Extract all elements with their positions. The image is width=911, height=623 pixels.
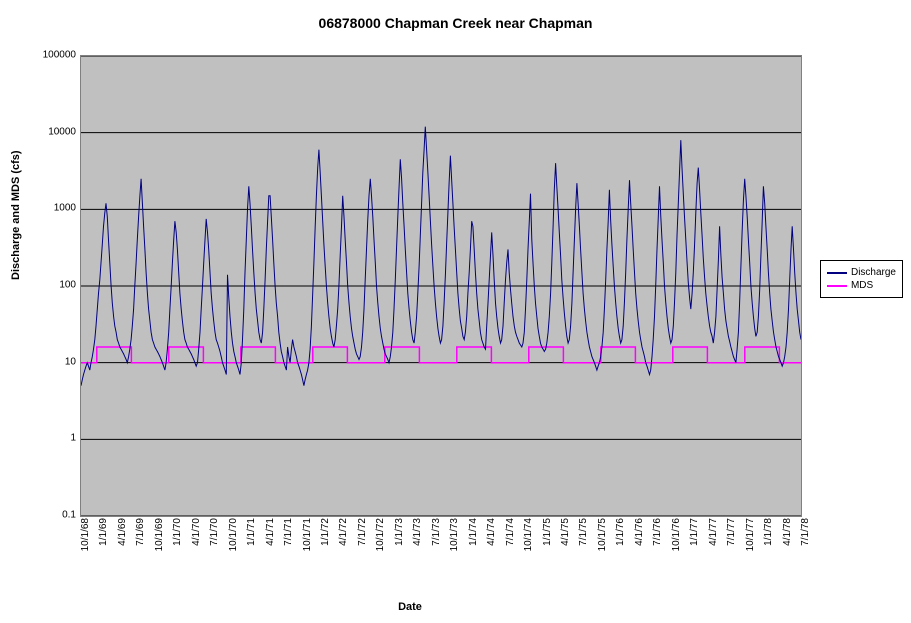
x-tick-label: 7/1/76 bbox=[652, 518, 663, 546]
x-tick-label: 10/1/73 bbox=[449, 518, 460, 551]
x-tick-label: 10/1/77 bbox=[745, 518, 756, 551]
x-tick-label: 10/1/76 bbox=[671, 518, 682, 551]
x-tick-label: 1/1/72 bbox=[320, 518, 331, 546]
x-tick-label: 4/1/74 bbox=[486, 518, 497, 546]
chart-container: 06878000 Chapman Creek near Chapman Disc… bbox=[0, 0, 911, 623]
x-tick-label: 7/1/75 bbox=[578, 518, 589, 546]
x-tick-label: 10/1/68 bbox=[80, 518, 91, 551]
x-tick-label: 7/1/70 bbox=[209, 518, 220, 546]
x-tick-label: 4/1/78 bbox=[782, 518, 793, 546]
x-tick-label: 1/1/71 bbox=[246, 518, 257, 546]
y-tick-label: 10000 bbox=[16, 126, 76, 137]
x-tick-label: 1/1/75 bbox=[542, 518, 553, 546]
legend-line-discharge bbox=[827, 272, 847, 274]
legend-item-mds: MDS bbox=[827, 280, 896, 291]
x-tick-label: 7/1/69 bbox=[135, 518, 146, 546]
x-tick-label: 4/1/71 bbox=[265, 518, 276, 546]
x-tick-label: 1/1/76 bbox=[615, 518, 626, 546]
x-tick-label: 7/1/73 bbox=[431, 518, 442, 546]
x-tick-label: 4/1/77 bbox=[708, 518, 719, 546]
x-tick-label: 10/1/70 bbox=[228, 518, 239, 551]
legend: Discharge MDS bbox=[820, 260, 903, 298]
x-tick-label: 4/1/73 bbox=[412, 518, 423, 546]
chart-title: 06878000 Chapman Creek near Chapman bbox=[0, 15, 911, 31]
x-tick-label: 7/1/74 bbox=[505, 518, 516, 546]
x-tick-label: 1/1/69 bbox=[98, 518, 109, 546]
x-tick-label: 4/1/75 bbox=[560, 518, 571, 546]
x-tick-label: 1/1/78 bbox=[763, 518, 774, 546]
x-tick-label: 1/1/70 bbox=[172, 518, 183, 546]
y-tick-label: 0.1 bbox=[16, 510, 76, 521]
x-axis-label: Date bbox=[0, 601, 820, 613]
x-tick-label: 4/1/70 bbox=[191, 518, 202, 546]
x-tick-label: 10/1/74 bbox=[523, 518, 534, 551]
y-tick-label: 1000 bbox=[16, 203, 76, 214]
legend-label-mds: MDS bbox=[851, 280, 873, 291]
legend-item-discharge: Discharge bbox=[827, 267, 896, 278]
x-tick-label: 7/1/78 bbox=[800, 518, 811, 546]
legend-line-mds bbox=[827, 285, 847, 287]
x-tick-label: 4/1/69 bbox=[117, 518, 128, 546]
y-axis-label: Discharge and MDS (cfs) bbox=[10, 150, 22, 280]
x-tick-label: 10/1/71 bbox=[302, 518, 313, 551]
x-tick-label: 7/1/71 bbox=[283, 518, 294, 546]
x-tick-label: 4/1/72 bbox=[338, 518, 349, 546]
chart-svg bbox=[81, 56, 801, 516]
y-tick-label: 1 bbox=[16, 433, 76, 444]
x-tick-label: 1/1/77 bbox=[689, 518, 700, 546]
x-tick-label: 7/1/77 bbox=[726, 518, 737, 546]
y-tick-label: 10 bbox=[16, 356, 76, 367]
y-tick-label: 100 bbox=[16, 280, 76, 291]
x-tick-label: 10/1/69 bbox=[154, 518, 165, 551]
x-tick-label: 1/1/74 bbox=[468, 518, 479, 546]
x-tick-label: 1/1/73 bbox=[394, 518, 405, 546]
x-tick-label: 10/1/75 bbox=[597, 518, 608, 551]
plot-area bbox=[80, 55, 802, 517]
x-tick-label: 7/1/72 bbox=[357, 518, 368, 546]
x-tick-label: 4/1/76 bbox=[634, 518, 645, 546]
x-tick-label: 10/1/72 bbox=[375, 518, 386, 551]
legend-label-discharge: Discharge bbox=[851, 267, 896, 278]
y-tick-label: 100000 bbox=[16, 50, 76, 61]
